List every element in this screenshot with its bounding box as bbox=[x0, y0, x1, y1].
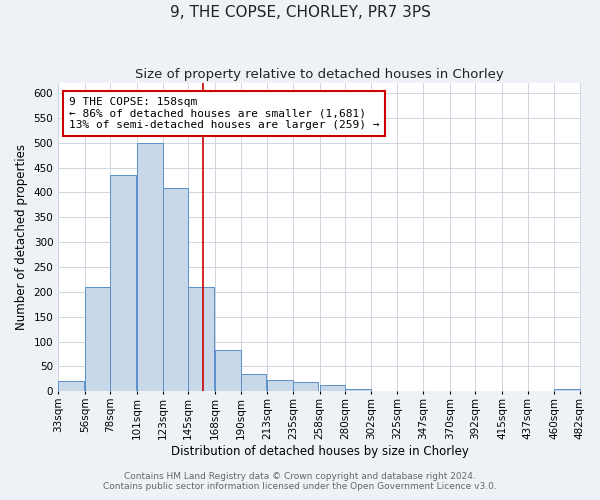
Text: Contains HM Land Registry data © Crown copyright and database right 2024.
Contai: Contains HM Land Registry data © Crown c… bbox=[103, 472, 497, 491]
Y-axis label: Number of detached properties: Number of detached properties bbox=[15, 144, 28, 330]
Title: Size of property relative to detached houses in Chorley: Size of property relative to detached ho… bbox=[135, 68, 504, 80]
Bar bbox=[554, 389, 580, 392]
Bar bbox=[268, 380, 293, 392]
Bar bbox=[241, 374, 266, 392]
Text: 9, THE COPSE, CHORLEY, PR7 3PS: 9, THE COPSE, CHORLEY, PR7 3PS bbox=[170, 5, 430, 20]
Bar bbox=[163, 188, 188, 392]
Bar bbox=[188, 287, 214, 392]
Bar bbox=[58, 382, 84, 392]
Bar bbox=[293, 382, 319, 392]
Bar bbox=[85, 287, 110, 392]
Bar bbox=[345, 389, 371, 392]
Bar bbox=[110, 175, 136, 392]
Text: 9 THE COPSE: 158sqm
← 86% of detached houses are smaller (1,681)
13% of semi-det: 9 THE COPSE: 158sqm ← 86% of detached ho… bbox=[68, 97, 379, 130]
X-axis label: Distribution of detached houses by size in Chorley: Distribution of detached houses by size … bbox=[170, 444, 469, 458]
Bar bbox=[320, 385, 345, 392]
Bar bbox=[215, 350, 241, 392]
Bar bbox=[137, 142, 163, 392]
